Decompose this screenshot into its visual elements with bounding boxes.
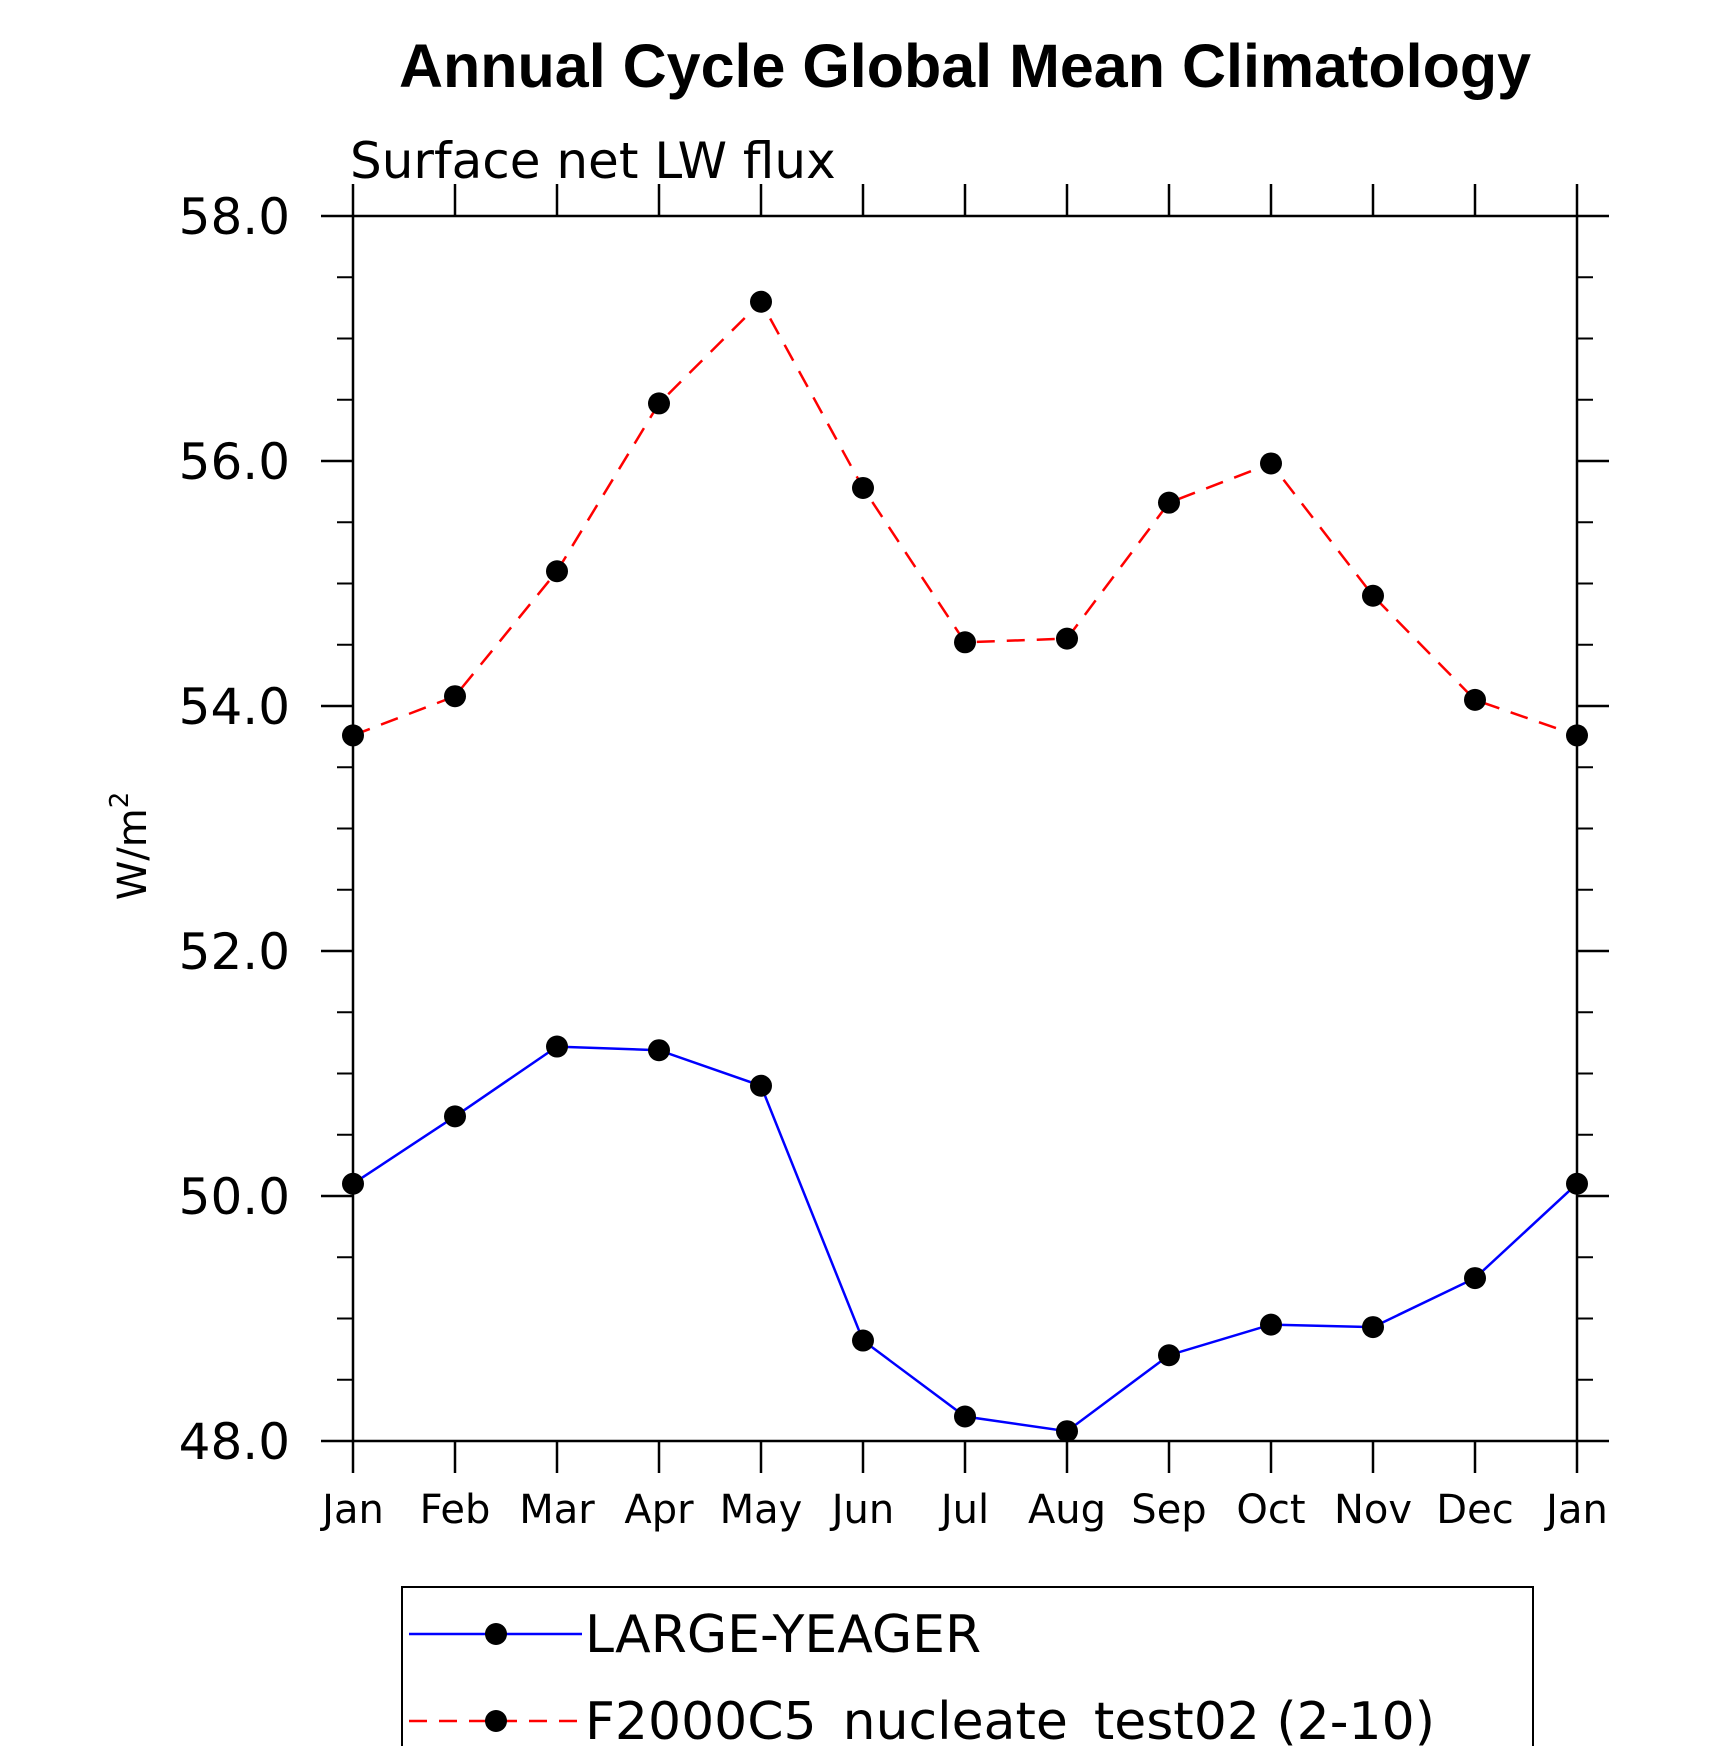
x-tick-label: Mar	[519, 1487, 595, 1533]
legend-label-large-yeager: LARGE-YEAGER	[585, 1605, 981, 1665]
x-tick-label: Apr	[624, 1487, 694, 1533]
y-tick-label: 52.0	[179, 923, 290, 981]
plot-frame	[351, 214, 1579, 1443]
x-tick-label: Feb	[420, 1487, 491, 1533]
data-point-series0-9	[1260, 1313, 1282, 1336]
legend-label-f2000c5: F2000C5_nucleate_test02 (2-10)	[585, 1692, 1435, 1746]
y-axis-label-base: W/m	[110, 808, 156, 900]
data-point-series1-2	[546, 560, 568, 583]
data-point-series1-1	[444, 685, 466, 708]
series-line-1	[352, 299, 1578, 737]
data-point-series0-2	[546, 1035, 568, 1058]
x-tick-label: Sep	[1131, 1487, 1206, 1533]
chart-subtitle: Surface net LW flux	[350, 132, 836, 190]
x-tick-label: Oct	[1236, 1487, 1305, 1533]
x-tick-label: Jun	[829, 1487, 895, 1533]
data-point-series0-3	[648, 1039, 670, 1062]
y-tick-label: 50.0	[179, 1168, 290, 1226]
data-point-series1-11	[1464, 688, 1486, 711]
x-tick-label: May	[720, 1487, 803, 1533]
y-tick-label: 54.0	[179, 678, 290, 736]
data-point-series1-12	[1566, 724, 1588, 747]
legend-marker-f2000c5	[485, 1710, 507, 1732]
data-point-series0-11	[1464, 1267, 1486, 1290]
data-point-series0-10	[1362, 1316, 1384, 1339]
x-tick-label: Jan	[1543, 1487, 1608, 1533]
plot-series	[342, 290, 1588, 1443]
data-point-series0-4	[750, 1074, 772, 1097]
x-tick-label: Dec	[1436, 1487, 1513, 1533]
y-tick-label: 56.0	[179, 433, 290, 491]
data-point-series1-10	[1362, 584, 1384, 607]
y-axis-label-superscript: 2	[105, 792, 135, 809]
data-point-series1-3	[648, 392, 670, 415]
legend-marker-large-yeager	[485, 1623, 507, 1645]
data-point-series0-0	[342, 1172, 364, 1195]
x-tick-label: Aug	[1028, 1487, 1106, 1533]
plot-axes: Jan Feb Mar Apr May Jun Jul Aug Sep Oct Nov Dec Jan 4…	[179, 184, 1609, 1533]
y-axis-label: W/m2	[105, 792, 156, 901]
data-point-series1-8	[1158, 491, 1180, 514]
chart-title: Annual Cycle Global Mean Climatology	[399, 32, 1531, 100]
y-tick-label: 58.0	[179, 188, 290, 246]
data-point-series1-4	[750, 290, 772, 313]
x-tick-label: Jan	[319, 1487, 384, 1533]
legend: LARGE-YEAGER F2000C5_nucleate_test02 (2-…	[401, 1586, 1534, 1746]
data-point-series0-8	[1158, 1344, 1180, 1367]
x-tick-label: Nov	[1334, 1487, 1412, 1533]
data-point-series0-7	[1056, 1420, 1078, 1443]
x-tick-label: Jul	[938, 1487, 989, 1533]
data-point-series1-5	[852, 476, 874, 499]
data-point-series1-6	[954, 631, 976, 654]
data-point-series1-7	[1056, 627, 1078, 650]
series-line-0	[352, 1045, 1578, 1433]
data-point-series0-1	[444, 1105, 466, 1128]
data-point-series0-12	[1566, 1172, 1588, 1195]
data-point-series1-0	[342, 724, 364, 747]
data-point-series0-6	[954, 1405, 976, 1428]
data-point-series0-5	[852, 1329, 874, 1352]
y-tick-label: 48.0	[179, 1413, 290, 1471]
legend-box	[401, 1586, 1534, 1746]
data-point-series1-9	[1260, 452, 1282, 475]
